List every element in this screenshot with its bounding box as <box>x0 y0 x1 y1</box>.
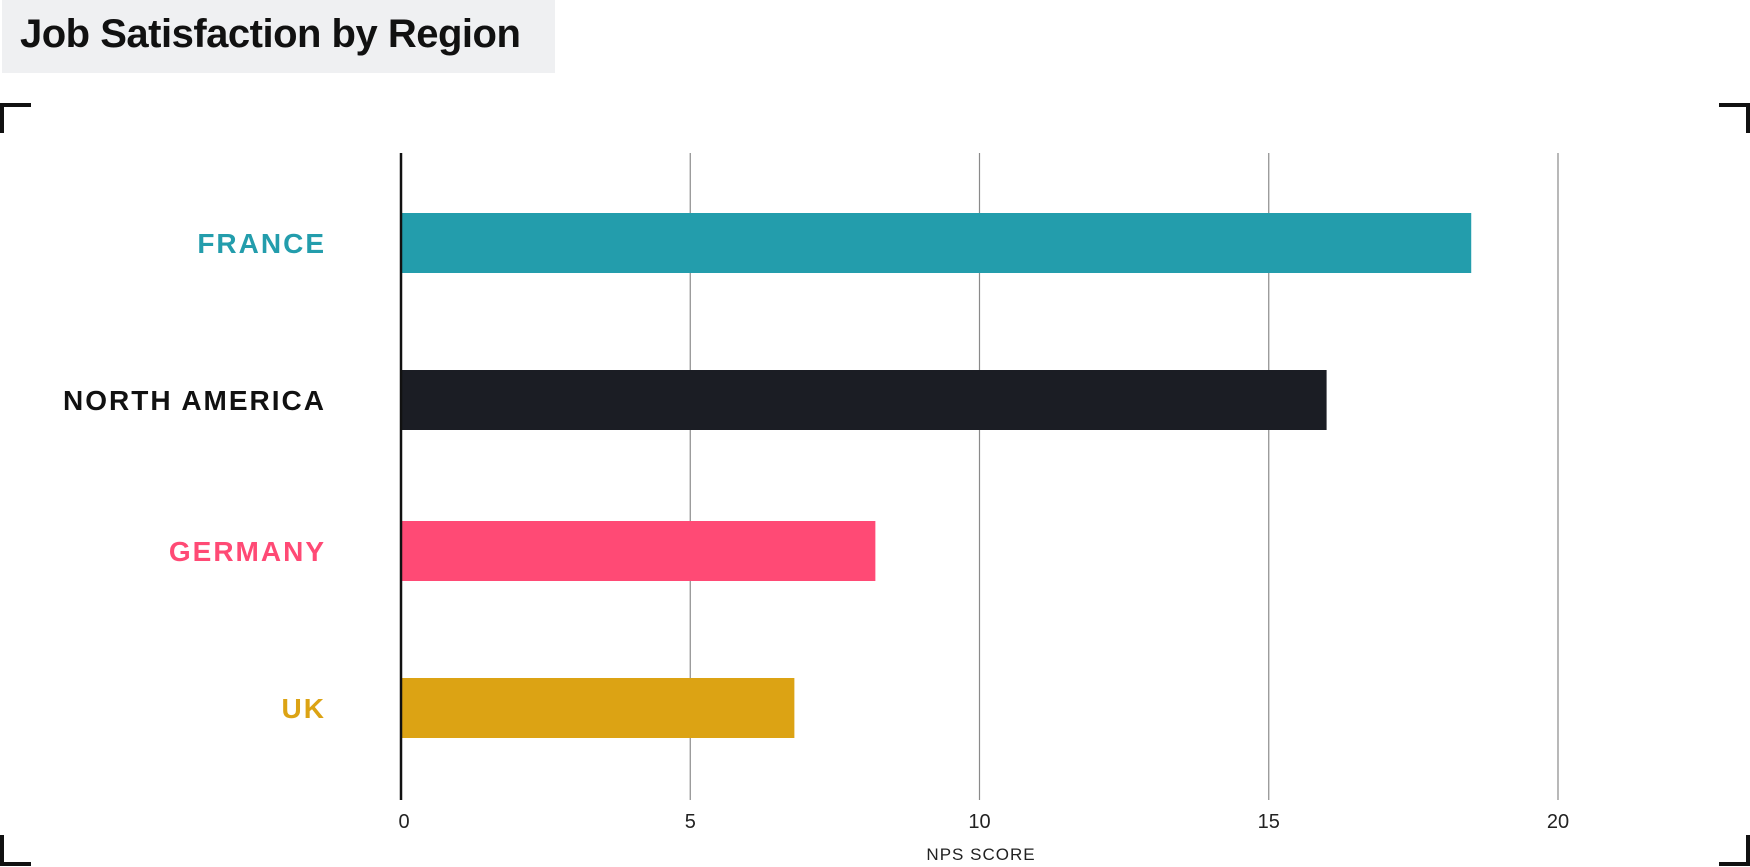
corner-mark-bottom-right <box>1719 835 1750 866</box>
category-label: FRANCE <box>197 228 326 259</box>
x-tick-label: 5 <box>685 811 696 833</box>
bar-north-america <box>401 370 1327 430</box>
chart-title: Job Satisfaction by Region <box>20 12 521 56</box>
title-banner: Job Satisfaction by Region <box>2 0 555 73</box>
corner-marks <box>0 103 1750 866</box>
x-axis-title: NPS SCORE <box>926 845 1035 864</box>
bars <box>401 213 1472 738</box>
corner-mark-top-left <box>0 103 31 133</box>
x-tick-label: 0 <box>398 811 409 833</box>
x-tick-label: 15 <box>1258 811 1280 833</box>
x-tick-label: 10 <box>968 811 990 833</box>
x-tick-labels: 0 5 10 15 20 <box>398 811 1569 833</box>
bar-france <box>401 213 1472 273</box>
category-labels: FRANCE NORTH AMERICA GERMANY UK <box>63 228 326 724</box>
category-label: GERMANY <box>169 536 326 567</box>
corner-mark-top-right <box>1719 103 1750 133</box>
category-label: NORTH AMERICA <box>63 385 326 416</box>
category-label: UK <box>282 693 326 724</box>
bar-germany <box>401 521 876 581</box>
bar-uk <box>401 678 795 738</box>
corner-mark-bottom-left <box>0 835 31 866</box>
x-tick-label: 20 <box>1547 811 1569 833</box>
